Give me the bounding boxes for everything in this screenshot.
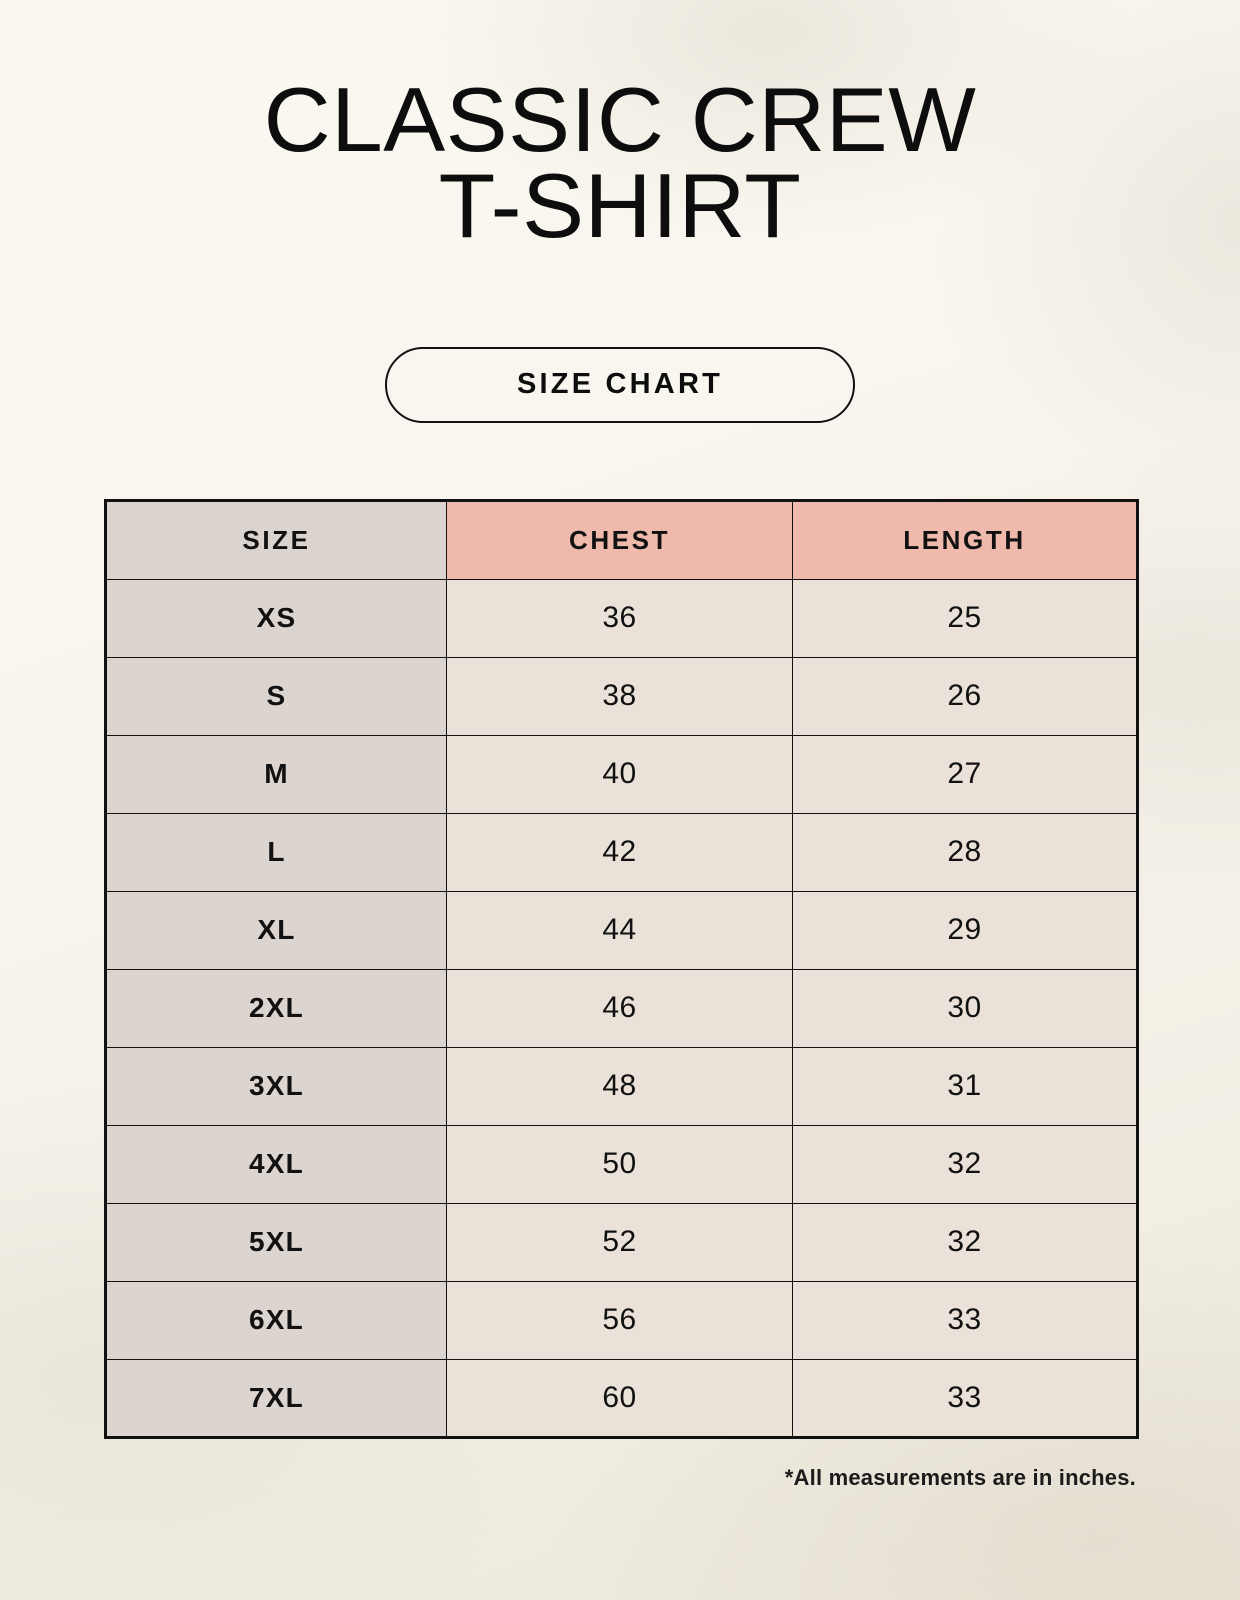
size-chart-badge[interactable]: SIZE CHART: [385, 346, 855, 423]
cell-size: 7XL: [105, 1358, 447, 1438]
cell-size: 3XL: [105, 1046, 447, 1126]
table-row: 3XL 48 31: [105, 1046, 1138, 1126]
cell-chest: 56: [446, 1280, 793, 1360]
cell-chest: 36: [446, 578, 793, 658]
page-title: CLASSIC CREW T-SHIRT: [0, 75, 1240, 258]
table-row: XS 36 25: [105, 578, 1138, 658]
cell-chest: 42: [446, 812, 793, 892]
table-row: 4XL 50 32: [105, 1124, 1138, 1204]
table-row: 2XL 46 30: [105, 968, 1138, 1048]
cell-chest: 52: [446, 1202, 793, 1282]
title-block: CLASSIC CREW T-SHIRT: [0, 0, 1240, 258]
column-header-size: SIZE: [105, 499, 447, 580]
cell-size: 4XL: [105, 1124, 447, 1204]
cell-length: 32: [792, 1202, 1138, 1282]
table-row: L 42 28: [105, 812, 1138, 892]
cell-length: 31: [792, 1046, 1138, 1126]
cell-length: 33: [792, 1280, 1138, 1360]
cell-size: M: [105, 734, 447, 814]
cell-length: 28: [792, 812, 1138, 892]
cell-size: L: [105, 812, 447, 892]
cell-length: 26: [792, 656, 1138, 736]
table-row: S 38 26: [105, 656, 1138, 736]
cell-chest: 60: [446, 1358, 793, 1438]
cell-length: 25: [792, 578, 1138, 658]
table-row: XL 44 29: [105, 890, 1138, 970]
cell-chest: 38: [446, 656, 793, 736]
cell-size: S: [105, 656, 447, 736]
measurements-footnote: *All measurements are in inches.: [784, 1464, 1136, 1490]
table-row: 5XL 52 32: [105, 1202, 1138, 1282]
cell-length: 32: [792, 1124, 1138, 1204]
size-table: SIZE CHEST LENGTH XS 36 25 S 38 26 M 40 27 L 42 28 X…: [104, 498, 1139, 1439]
cell-chest: 44: [446, 890, 793, 970]
cell-length: 27: [792, 734, 1138, 814]
cell-size: XS: [105, 578, 447, 658]
page-title-line-1: CLASSIC CREW: [263, 70, 977, 171]
table-header-row: SIZE CHEST LENGTH: [105, 499, 1138, 580]
table-row: 6XL 56 33: [105, 1280, 1138, 1360]
badge-wrap: SIZE CHART: [0, 346, 1240, 423]
size-table-body: XS 36 25 S 38 26 M 40 27 L 42 28 XL 44 29 2XL 46 30 3XL 48 3…: [105, 578, 1138, 1438]
cell-chest: 40: [446, 734, 793, 814]
column-header-chest: CHEST: [446, 499, 793, 580]
table-row: 7XL 60 33: [105, 1358, 1138, 1438]
cell-length: 29: [792, 890, 1138, 970]
cell-size: 2XL: [105, 968, 447, 1048]
cell-length: 33: [792, 1358, 1138, 1438]
cell-chest: 50: [446, 1124, 793, 1204]
cell-length: 30: [792, 968, 1138, 1048]
cell-size: XL: [105, 890, 447, 970]
page-title-line-2: T-SHIRT: [438, 156, 802, 258]
cell-size: 5XL: [105, 1202, 447, 1282]
table-row: M 40 27: [105, 734, 1138, 814]
size-chart-badge-label: SIZE CHART: [517, 368, 723, 401]
size-table-wrap: SIZE CHEST LENGTH XS 36 25 S 38 26 M 40 27 L 42 28 X…: [104, 498, 1139, 1439]
cell-size: 6XL: [105, 1280, 447, 1360]
cell-chest: 48: [446, 1046, 793, 1126]
column-header-length: LENGTH: [792, 499, 1138, 580]
size-table-head: SIZE CHEST LENGTH: [105, 499, 1138, 580]
cell-chest: 46: [446, 968, 793, 1048]
